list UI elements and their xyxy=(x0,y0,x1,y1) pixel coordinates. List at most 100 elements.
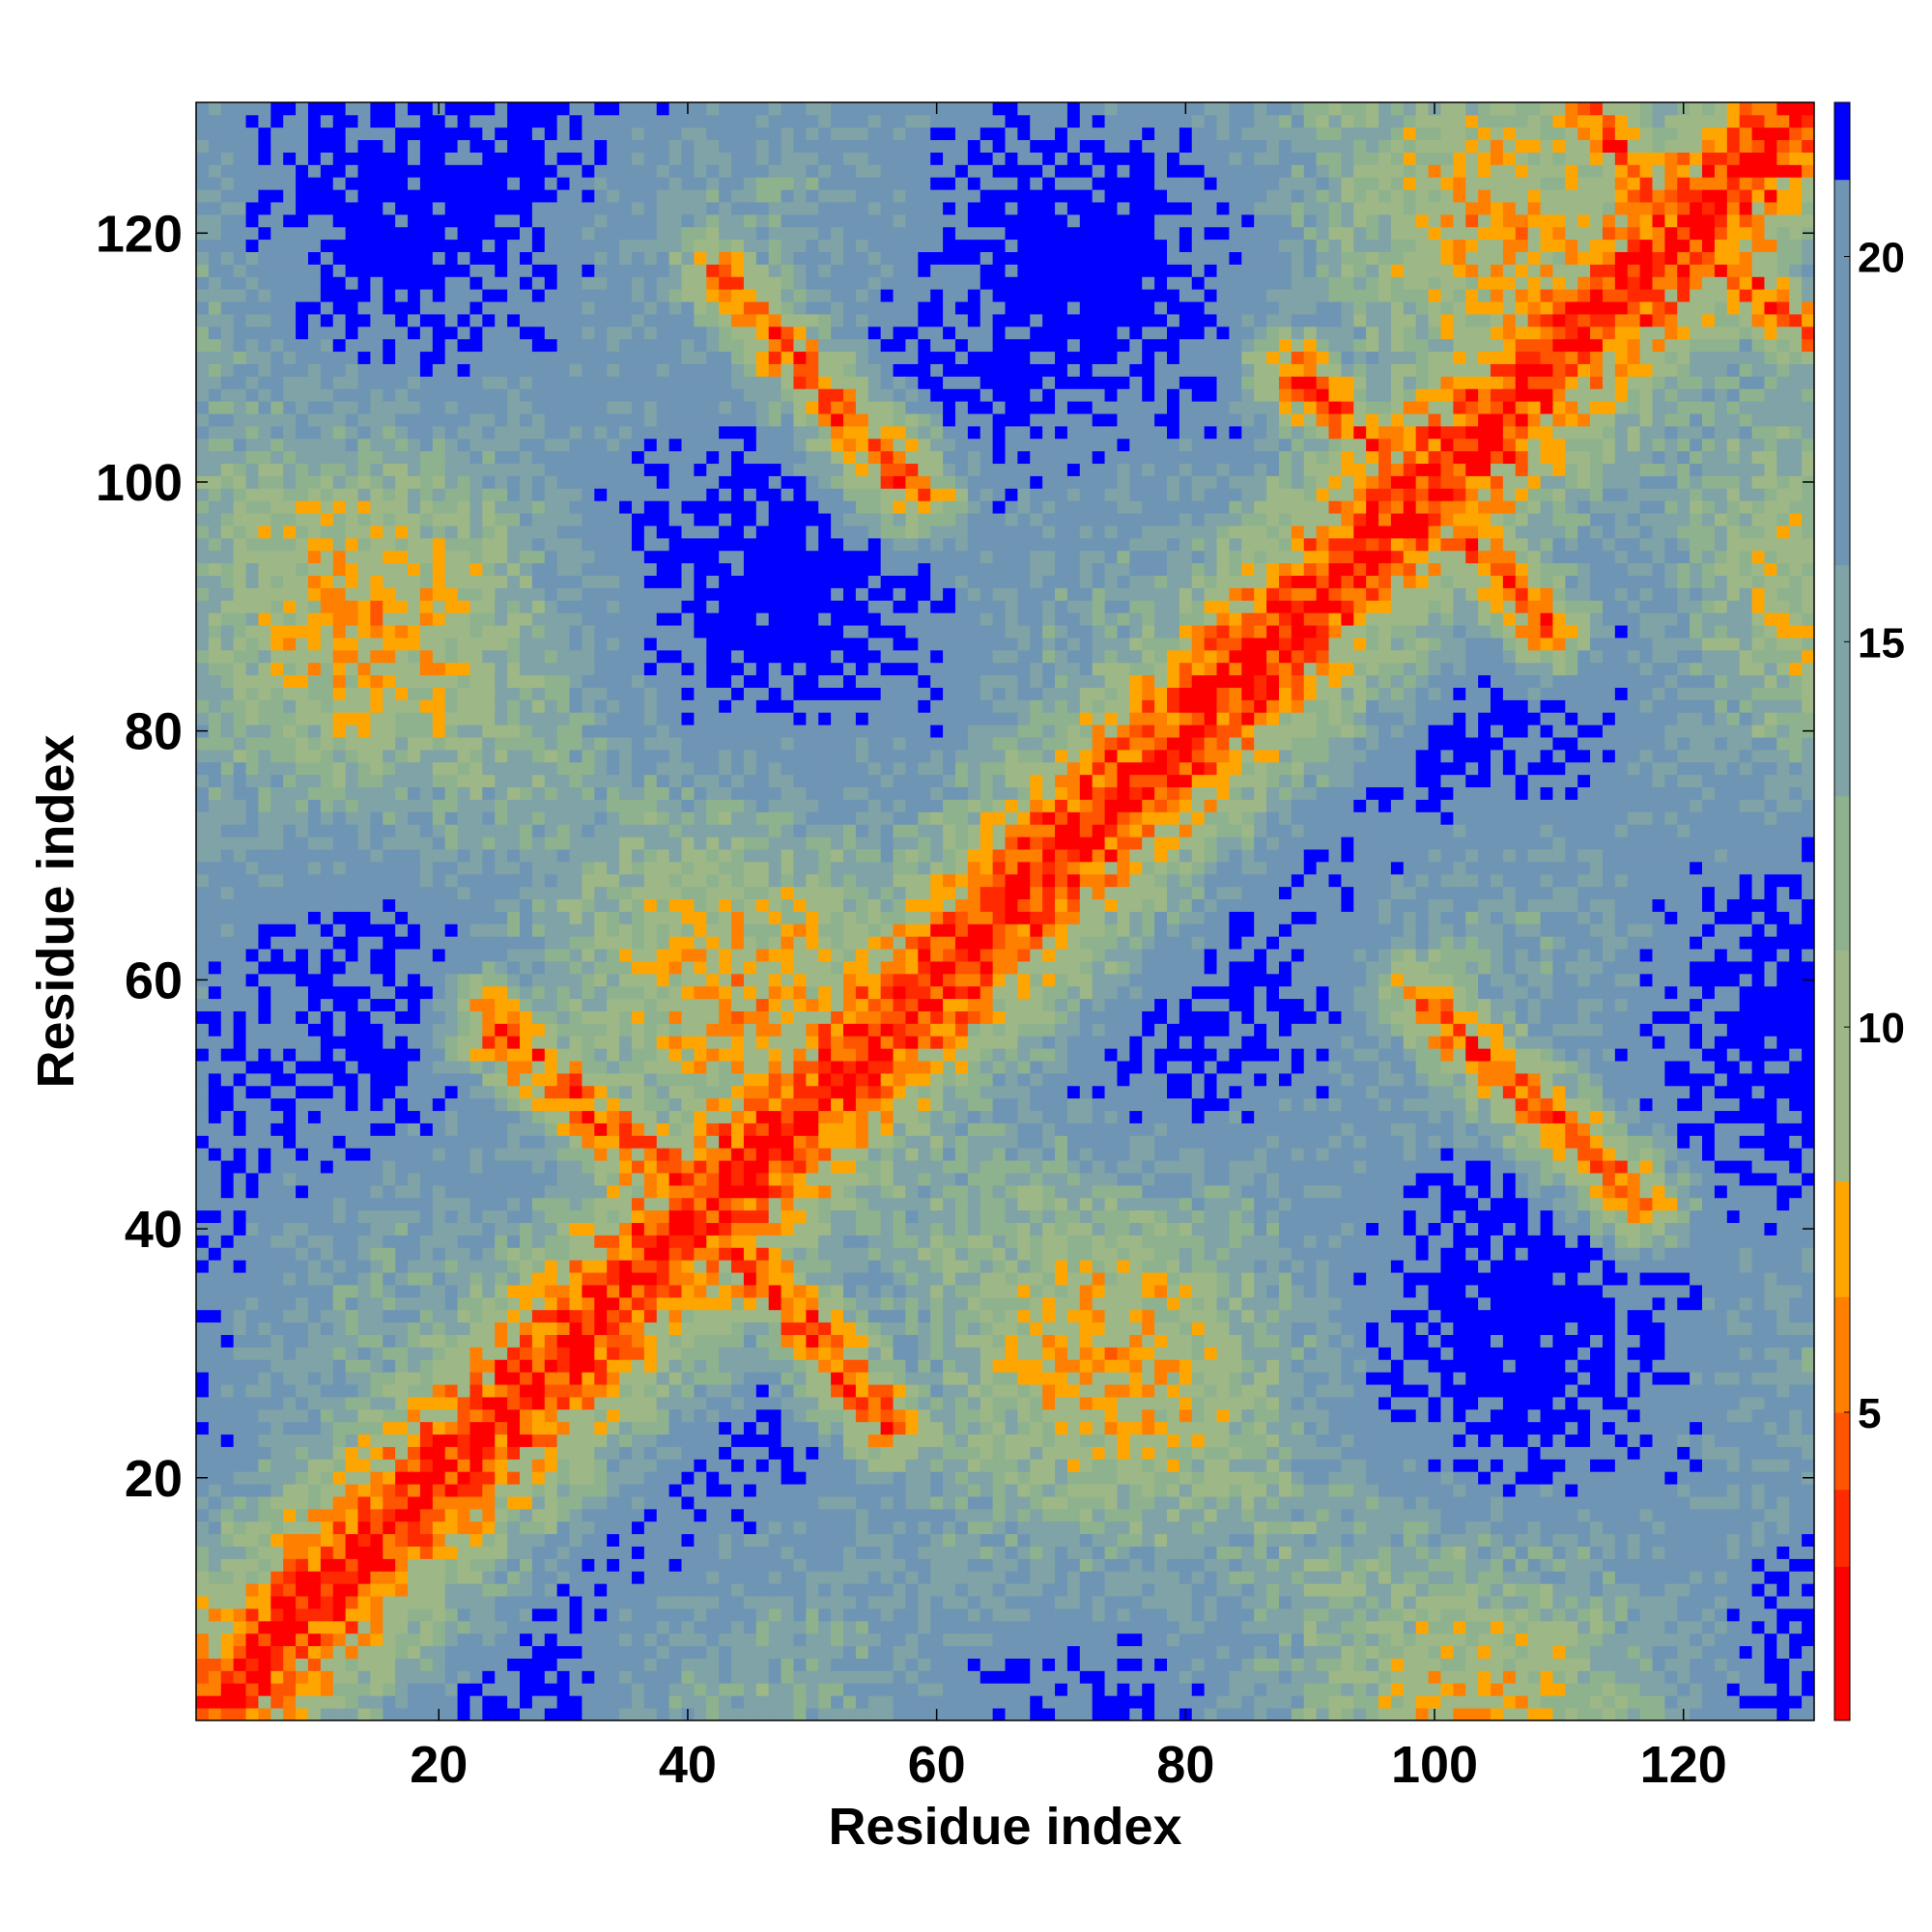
heatmap-cell xyxy=(270,1633,284,1647)
heatmap-cell xyxy=(345,1347,358,1360)
heatmap-cell xyxy=(495,363,508,377)
heatmap-cell xyxy=(370,662,384,676)
heatmap-cell xyxy=(270,674,284,688)
heatmap-cell xyxy=(370,189,384,203)
heatmap-cell xyxy=(631,1670,645,1684)
heatmap-cell xyxy=(656,1608,670,1622)
heatmap-cell xyxy=(668,998,682,1011)
heatmap-cell xyxy=(419,102,434,116)
heatmap-cell xyxy=(656,1321,670,1335)
heatmap-cell xyxy=(245,1408,259,1423)
heatmap-cell xyxy=(196,861,210,875)
heatmap-cell xyxy=(432,699,446,713)
heatmap-cell xyxy=(296,401,309,414)
heatmap-cell xyxy=(220,264,235,277)
heatmap-cell xyxy=(482,1633,496,1647)
heatmap-cell xyxy=(258,1135,271,1149)
heatmap-cell xyxy=(258,674,271,688)
heatmap-cell xyxy=(457,724,470,738)
heatmap-cell xyxy=(258,949,271,962)
heatmap-cell xyxy=(283,1085,297,1099)
heatmap-cell xyxy=(482,625,496,639)
heatmap-cell xyxy=(196,1285,210,1298)
heatmap-cell xyxy=(220,1508,235,1522)
heatmap-cell xyxy=(656,1583,670,1597)
heatmap-cell xyxy=(233,638,246,651)
heatmap-cell xyxy=(357,1558,371,1572)
heatmap-cell xyxy=(370,127,384,141)
heatmap-cell xyxy=(357,1197,371,1211)
heatmap-cell xyxy=(444,973,458,987)
heatmap-cell xyxy=(395,1347,409,1360)
heatmap-cell xyxy=(556,177,570,190)
heatmap-cell xyxy=(220,213,235,228)
heatmap-cell xyxy=(495,1321,508,1335)
heatmap-cell xyxy=(520,625,533,639)
heatmap-cell xyxy=(357,998,371,1011)
heatmap-cell xyxy=(395,973,409,987)
heatmap-cell xyxy=(395,401,409,414)
heatmap-cell xyxy=(631,849,645,863)
heatmap-cell xyxy=(531,911,546,924)
heatmap-cell xyxy=(233,774,246,788)
heatmap-cell xyxy=(469,164,483,178)
heatmap-cell xyxy=(208,1296,222,1311)
heatmap-cell xyxy=(531,811,546,825)
heatmap-cell xyxy=(582,351,595,364)
heatmap-cell xyxy=(507,251,521,265)
heatmap-cell xyxy=(208,1048,222,1062)
heatmap-cell xyxy=(656,1334,670,1348)
heatmap-cell xyxy=(569,638,582,651)
heatmap-cell xyxy=(507,799,521,812)
heatmap-cell xyxy=(320,177,334,190)
heatmap-cell xyxy=(544,1558,558,1572)
heatmap-cell xyxy=(395,526,409,539)
heatmap-cell xyxy=(383,1085,396,1099)
heatmap-cell xyxy=(556,750,570,763)
heatmap-cell xyxy=(643,1235,658,1248)
heatmap-cell xyxy=(245,1446,259,1460)
heatmap-cell xyxy=(520,638,533,651)
heatmap-cell xyxy=(594,1048,608,1062)
heatmap-cell xyxy=(196,898,210,912)
heatmap-cell xyxy=(607,1434,620,1447)
heatmap-cell xyxy=(668,1110,682,1123)
heatmap-cell xyxy=(631,314,645,327)
heatmap-cell xyxy=(469,152,483,165)
heatmap-cell xyxy=(357,1608,371,1622)
heatmap-cell xyxy=(495,1048,508,1062)
heatmap-cell xyxy=(482,1683,496,1696)
heatmap-cell xyxy=(619,949,633,962)
heatmap-cell xyxy=(370,737,384,751)
heatmap-cell xyxy=(569,1645,582,1659)
heatmap-cell xyxy=(258,662,271,676)
heatmap-cell xyxy=(220,1359,235,1373)
heatmap-cell xyxy=(345,426,358,440)
heatmap-cell xyxy=(631,1633,645,1647)
heatmap-cell xyxy=(556,1036,570,1049)
heatmap-cell xyxy=(520,1708,533,1721)
heatmap-cell xyxy=(383,961,396,975)
heatmap-cell xyxy=(482,351,496,364)
heatmap-cell xyxy=(196,152,210,165)
heatmap-cell xyxy=(296,450,309,465)
heatmap-cell xyxy=(345,1148,358,1161)
heatmap-cell xyxy=(320,1334,334,1348)
heatmap-cell xyxy=(520,873,533,888)
heatmap-cell xyxy=(307,898,322,912)
heatmap-cell xyxy=(531,1484,546,1497)
heatmap-cell xyxy=(507,1372,521,1385)
heatmap-cell xyxy=(332,1508,347,1522)
heatmap-cell xyxy=(582,1695,595,1709)
heatmap-cell xyxy=(556,612,570,626)
heatmap-cell xyxy=(296,213,309,228)
heatmap-cell xyxy=(283,1073,297,1087)
heatmap-cell xyxy=(619,1571,633,1584)
heatmap-cell xyxy=(507,202,521,215)
heatmap-cell xyxy=(383,213,396,228)
heatmap-cell xyxy=(345,600,358,613)
heatmap-cell xyxy=(582,338,595,353)
heatmap-cell xyxy=(457,1446,470,1460)
heatmap-cell xyxy=(643,638,658,651)
heatmap-cell xyxy=(469,426,483,440)
